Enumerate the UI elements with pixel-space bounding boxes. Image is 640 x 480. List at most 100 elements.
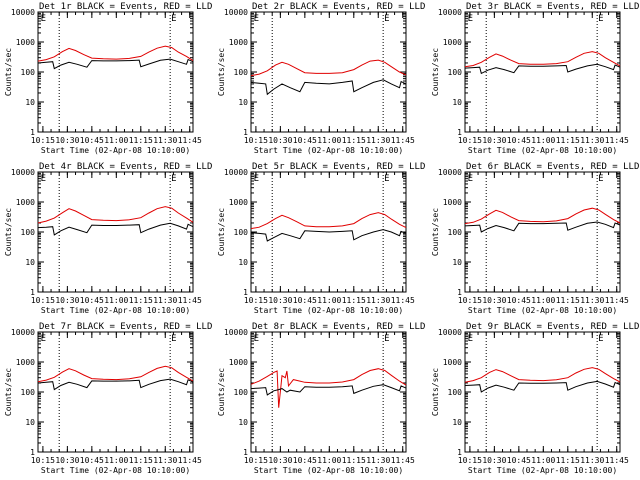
x-tick-label: 10:15 — [244, 296, 268, 305]
x-tick-label: 10:30 — [482, 296, 506, 305]
y-tick-label: 10000 — [438, 8, 462, 17]
y-tick-label: 10000 — [224, 168, 248, 177]
x-tick-label: 11:15 — [129, 136, 153, 145]
chart-title: Det 2r BLACK = Events, RED = LLD — [252, 2, 425, 12]
x-tick-label: 11:15 — [556, 136, 580, 145]
y-tick-label: 100 — [234, 68, 249, 77]
x-axis-label: Start Time (02-Apr-08 10:10:00) — [41, 146, 190, 155]
x-tick-label: 11:00 — [531, 136, 555, 145]
x-tick-label: 11:00 — [531, 296, 555, 305]
x-tick-label: 10:45 — [80, 296, 104, 305]
y-axis-label: Counts/sec — [4, 48, 13, 96]
event-marker-label: E — [41, 334, 46, 344]
x-axis-label: Start Time (02-Apr-08 10:10:00) — [41, 306, 190, 315]
x-tick-label: 11:15 — [342, 296, 366, 305]
x-tick-label: 11:15 — [342, 136, 366, 145]
chart-panel: Det 7r BLACK = Events, RED = LLD 1 10 100 10… — [4, 322, 212, 475]
events-rate-line — [250, 384, 407, 396]
x-tick-label: 11:15 — [129, 456, 153, 465]
x-tick-label: 10:15 — [458, 456, 482, 465]
chart-title: Det 6r BLACK = Events, RED = LLD — [466, 162, 639, 172]
chart-title: Det 5r BLACK = Events, RED = LLD — [252, 162, 425, 172]
y-tick-label: 1 — [243, 288, 248, 297]
y-tick-label: 10 — [25, 418, 35, 427]
x-axis-label: Start Time (02-Apr-08 10:10:00) — [254, 466, 403, 475]
chart-title: Det 1r BLACK = Events, RED = LLD — [39, 2, 212, 12]
x-axis-label: Start Time (02-Apr-08 10:10:00) — [41, 466, 190, 475]
y-tick-label: 100 — [234, 228, 249, 237]
event-marker-label: E — [598, 174, 603, 184]
x-tick-label: 10:15 — [244, 456, 268, 465]
events-rate-line — [250, 79, 407, 96]
chart-panel: Det 8r BLACK = Events, RED = LLD 1 10 100 10… — [217, 322, 425, 475]
y-tick-label: 1000 — [443, 38, 462, 47]
y-axis-label: Counts/sec — [217, 368, 226, 416]
x-tick-label: 11:30 — [366, 136, 390, 145]
event-marker-label: E — [171, 334, 176, 344]
y-tick-label: 10000 — [11, 168, 35, 177]
y-tick-label: 1000 — [16, 198, 35, 207]
chart-title: Det 7r BLACK = Events, RED = LLD — [39, 322, 212, 332]
y-tick-label: 10 — [452, 98, 462, 107]
chart-title: Det 8r BLACK = Events, RED = LLD — [252, 322, 425, 332]
y-tick-label: 1 — [457, 288, 462, 297]
x-tick-label: 10:45 — [80, 136, 104, 145]
x-tick-label: 11:00 — [317, 136, 341, 145]
x-tick-label: 10:30 — [268, 136, 292, 145]
x-tick-label: 11:00 — [104, 296, 128, 305]
x-tick-label: 11:30 — [580, 136, 604, 145]
x-tick-label: 11:45 — [605, 136, 629, 145]
lld-rate-line — [464, 51, 621, 68]
lld-rate-line — [37, 206, 194, 224]
y-tick-label: 1000 — [229, 358, 248, 367]
x-tick-label: 11:00 — [104, 136, 128, 145]
x-tick-label: 11:45 — [391, 136, 415, 145]
y-tick-label: 1000 — [16, 38, 35, 47]
x-tick-label: 10:30 — [55, 136, 79, 145]
x-tick-label: 11:45 — [391, 296, 415, 305]
events-rate-line — [464, 221, 621, 233]
y-tick-label: 1 — [457, 448, 462, 457]
y-tick-label: 100 — [448, 388, 463, 397]
y-axis-label: Counts/sec — [217, 48, 226, 96]
events-rate-line — [464, 380, 621, 393]
lld-rate-line — [464, 367, 621, 383]
x-tick-label: 10:30 — [268, 456, 292, 465]
events-rate-line — [250, 229, 407, 242]
x-axis-label: Start Time (02-Apr-08 10:10:00) — [468, 466, 617, 475]
x-tick-label: 11:00 — [317, 296, 341, 305]
x-tick-label: 10:45 — [507, 456, 531, 465]
x-tick-label: 10:45 — [507, 296, 531, 305]
x-tick-label: 10:30 — [482, 136, 506, 145]
y-tick-label: 10000 — [224, 328, 248, 337]
y-tick-label: 1000 — [443, 198, 462, 207]
y-tick-label: 1000 — [229, 198, 248, 207]
y-tick-label: 1 — [30, 128, 35, 137]
x-tick-label: 10:15 — [31, 456, 55, 465]
events-rate-line — [37, 222, 194, 236]
y-axis-label: Counts/sec — [217, 208, 226, 256]
x-tick-label: 11:45 — [605, 296, 629, 305]
x-tick-label: 11:45 — [391, 456, 415, 465]
x-tick-label: 10:30 — [55, 296, 79, 305]
y-tick-label: 10 — [25, 98, 35, 107]
event-marker-label: E — [41, 174, 46, 184]
y-tick-label: 100 — [21, 228, 36, 237]
y-tick-label: 10000 — [438, 328, 462, 337]
y-axis-label: Counts/sec — [4, 368, 13, 416]
y-tick-label: 10000 — [438, 168, 462, 177]
x-tick-label: 11:45 — [178, 456, 202, 465]
x-tick-label: 11:30 — [153, 136, 177, 145]
y-tick-label: 1 — [30, 288, 35, 297]
x-axis-label: Start Time (02-Apr-08 10:10:00) — [468, 146, 617, 155]
x-tick-label: 11:15 — [342, 456, 366, 465]
y-tick-label: 100 — [448, 228, 463, 237]
y-tick-label: 100 — [21, 68, 36, 77]
x-tick-label: 11:30 — [580, 456, 604, 465]
events-rate-line — [464, 63, 621, 75]
y-tick-label: 1 — [30, 448, 35, 457]
event-marker-label: E — [254, 334, 259, 344]
x-tick-label: 10:45 — [293, 296, 317, 305]
y-tick-label: 10 — [25, 258, 35, 267]
chart-title: Det 4r BLACK = Events, RED = LLD — [39, 162, 212, 172]
